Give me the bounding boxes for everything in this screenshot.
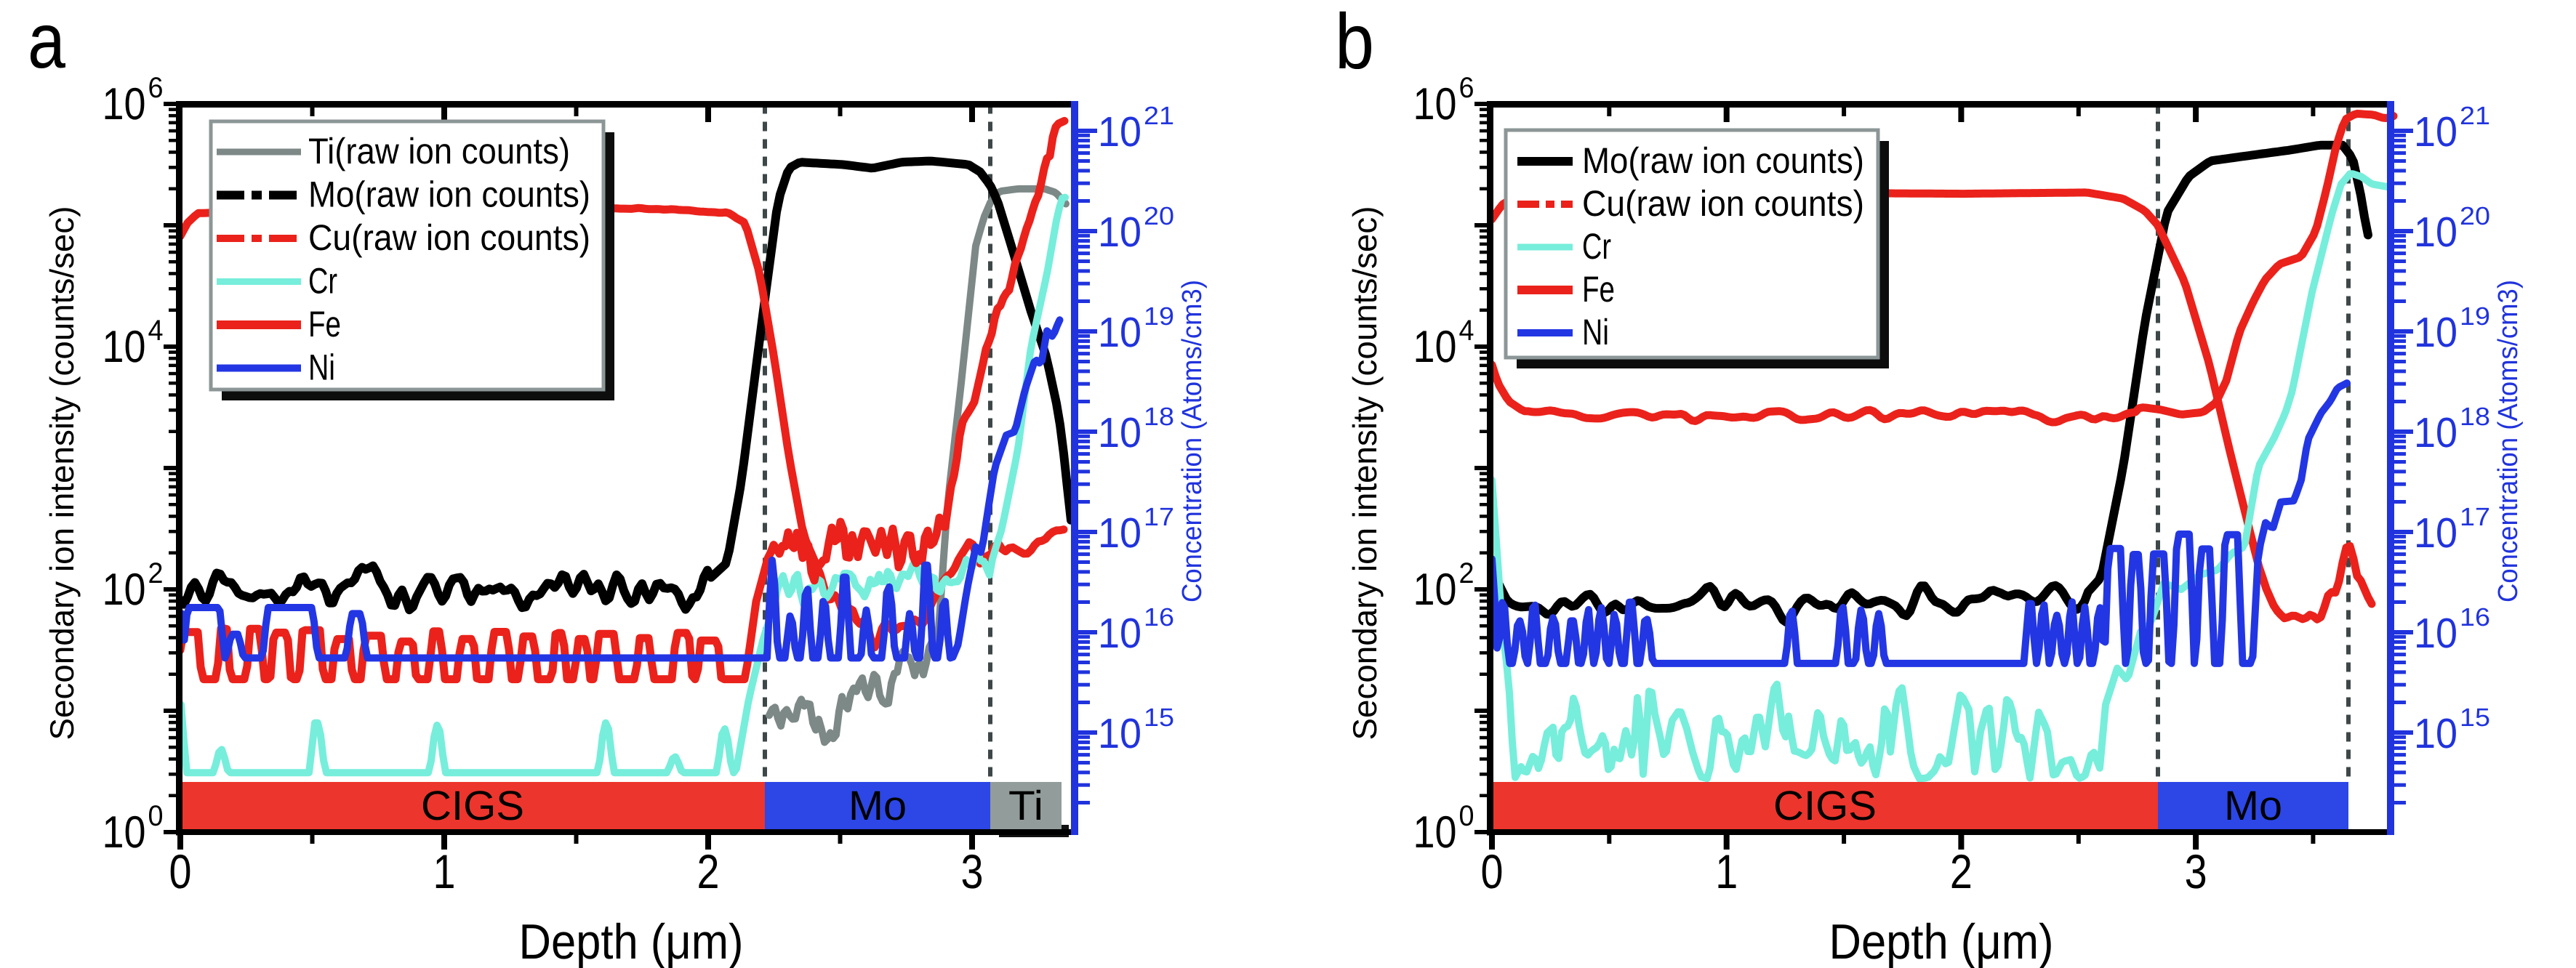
- svg-text:Cu(raw ion counts): Cu(raw ion counts): [308, 217, 590, 258]
- svg-text:10: 10: [2414, 108, 2457, 156]
- svg-text:15: 15: [1144, 703, 1174, 732]
- svg-text:10: 10: [2414, 309, 2457, 356]
- svg-text:10: 10: [1413, 565, 1457, 615]
- svg-text:Ti: Ti: [1008, 783, 1043, 829]
- svg-text:Secondary ion intensity (count: Secondary ion intensity (counts/sec): [1346, 206, 1384, 741]
- svg-text:6: 6: [1459, 72, 1474, 104]
- svg-text:10: 10: [103, 322, 146, 372]
- svg-text:21: 21: [2460, 102, 2490, 130]
- svg-text:0: 0: [148, 800, 164, 832]
- svg-text:21: 21: [1144, 102, 1174, 130]
- svg-text:2: 2: [148, 557, 164, 589]
- svg-text:18: 18: [2460, 403, 2490, 431]
- svg-text:b: b: [1335, 0, 1374, 85]
- svg-text:10: 10: [1098, 209, 1141, 256]
- svg-text:Concentration (Atoms/cm3): Concentration (Atoms/cm3): [2493, 280, 2524, 602]
- svg-text:Fe: Fe: [1582, 269, 1615, 310]
- svg-text:2: 2: [1459, 557, 1474, 589]
- svg-text:Depth (μm): Depth (μm): [1829, 914, 2054, 968]
- svg-text:Mo(raw ion counts): Mo(raw ion counts): [308, 174, 590, 215]
- svg-text:Cu(raw ion counts): Cu(raw ion counts): [1582, 183, 1864, 224]
- svg-text:Mo: Mo: [2224, 783, 2282, 829]
- svg-text:10: 10: [1098, 409, 1141, 456]
- svg-text:20: 20: [2460, 202, 2490, 230]
- svg-text:1: 1: [433, 844, 456, 898]
- svg-text:10: 10: [2414, 209, 2457, 256]
- svg-text:10: 10: [2414, 509, 2457, 557]
- svg-text:2: 2: [1950, 844, 1973, 898]
- svg-text:19: 19: [2460, 302, 2490, 331]
- svg-text:a: a: [28, 0, 66, 84]
- svg-text:Mo: Mo: [848, 783, 907, 829]
- svg-text:10: 10: [1098, 710, 1141, 757]
- svg-text:CIGS: CIGS: [1773, 783, 1877, 829]
- svg-text:17: 17: [1144, 503, 1174, 531]
- svg-text:3: 3: [961, 844, 984, 898]
- svg-text:10: 10: [2414, 710, 2457, 757]
- svg-text:0: 0: [169, 844, 192, 898]
- svg-text:Cr: Cr: [308, 261, 337, 302]
- svg-text:10: 10: [1413, 79, 1457, 129]
- svg-text:Concentration (Atoms/cm3): Concentration (Atoms/cm3): [1177, 280, 1208, 602]
- svg-text:0: 0: [1481, 844, 1504, 898]
- svg-text:1: 1: [1715, 844, 1738, 898]
- svg-text:2: 2: [697, 844, 720, 898]
- svg-text:Ni: Ni: [308, 347, 335, 388]
- svg-text:CIGS: CIGS: [421, 783, 524, 829]
- svg-text:0: 0: [1459, 800, 1474, 832]
- svg-text:Depth (μm): Depth (μm): [519, 914, 744, 968]
- svg-text:10: 10: [2414, 610, 2457, 657]
- svg-text:15: 15: [2460, 703, 2490, 732]
- svg-text:Fe: Fe: [308, 304, 341, 344]
- svg-text:17: 17: [2460, 503, 2490, 531]
- svg-text:Ni: Ni: [1582, 312, 1609, 352]
- svg-text:16: 16: [2460, 603, 2490, 632]
- svg-text:19: 19: [1144, 302, 1174, 331]
- svg-text:3: 3: [2185, 844, 2207, 898]
- svg-text:20: 20: [1144, 202, 1174, 230]
- svg-text:Cr: Cr: [1582, 226, 1611, 267]
- svg-text:6: 6: [148, 72, 164, 104]
- svg-text:4: 4: [148, 315, 164, 347]
- svg-text:10: 10: [1098, 108, 1141, 156]
- svg-text:Mo(raw ion counts): Mo(raw ion counts): [1582, 140, 1864, 181]
- svg-text:10: 10: [2414, 409, 2457, 456]
- svg-text:Ti(raw ion counts): Ti(raw ion counts): [308, 131, 570, 172]
- svg-text:10: 10: [1413, 322, 1457, 372]
- svg-text:10: 10: [1098, 509, 1141, 557]
- svg-text:10: 10: [1098, 610, 1141, 657]
- svg-text:10: 10: [103, 807, 146, 858]
- svg-text:4: 4: [1459, 315, 1474, 347]
- svg-text:16: 16: [1144, 603, 1174, 632]
- svg-text:10: 10: [1098, 309, 1141, 356]
- svg-text:10: 10: [1413, 807, 1457, 858]
- svg-text:10: 10: [103, 79, 146, 129]
- svg-text:10: 10: [103, 565, 146, 615]
- svg-text:Secondary ion intensity (count: Secondary ion intensity (counts/sec): [43, 206, 81, 741]
- svg-text:18: 18: [1144, 403, 1174, 431]
